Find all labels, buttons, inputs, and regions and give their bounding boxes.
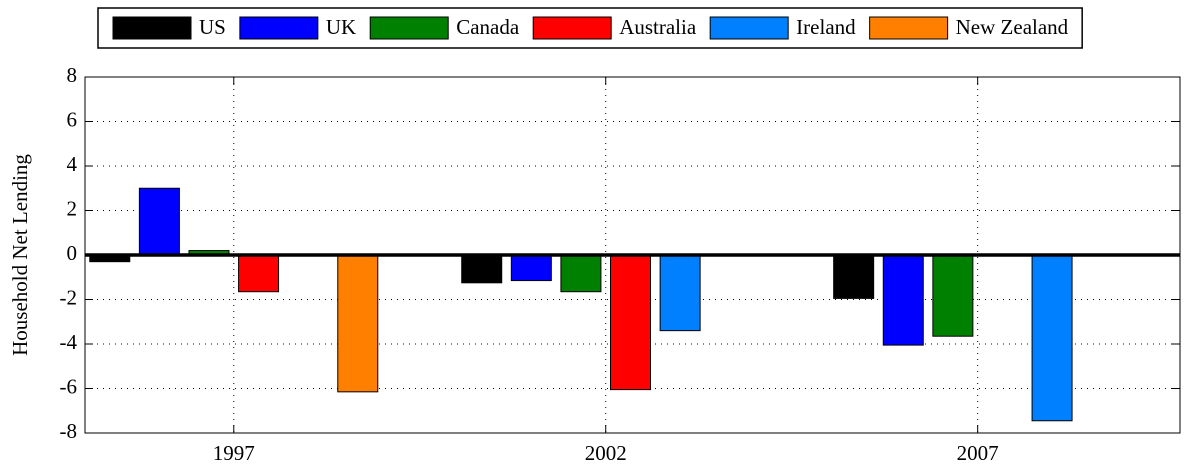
y-tick-label: -2	[60, 285, 78, 309]
bar	[138, 187, 180, 256]
bar	[882, 254, 924, 346]
x-tick-label: 1997	[213, 441, 255, 465]
bar	[659, 254, 701, 332]
bar	[560, 254, 602, 293]
plot-frame	[84, 76, 1181, 434]
y-tick-label: -4	[60, 330, 78, 354]
legend-swatch	[709, 16, 789, 40]
bar	[932, 254, 974, 337]
legend-label: Ireland	[796, 15, 856, 39]
legend-swatch	[869, 16, 949, 40]
legend-label: New Zealand	[956, 15, 1069, 39]
bar	[610, 254, 652, 391]
legend-label: Canada	[456, 15, 520, 39]
y-tick-label: 2	[67, 196, 78, 220]
bar	[238, 254, 280, 293]
legend-swatch	[112, 16, 192, 40]
y-tick-label: 6	[67, 107, 78, 131]
y-axis-label: Household Net Lending	[8, 154, 32, 356]
x-tick-label: 2007	[957, 441, 999, 465]
bar	[1031, 254, 1073, 422]
bar	[337, 254, 379, 393]
y-tick-label: -8	[60, 419, 78, 443]
y-tick-label: -6	[60, 374, 78, 398]
y-tick-label: 8	[67, 63, 78, 87]
legend-swatch	[369, 16, 449, 40]
legend-swatch	[532, 16, 612, 40]
bar	[510, 254, 552, 282]
bar	[833, 254, 875, 299]
y-tick-label: 4	[67, 152, 78, 176]
legend-swatch	[239, 16, 319, 40]
bar	[461, 254, 503, 284]
legend-label: Australia	[619, 15, 697, 39]
x-tick-label: 2002	[585, 441, 627, 465]
legend-label: UK	[326, 15, 356, 39]
legend-label: US	[199, 15, 226, 39]
y-tick-label: 0	[67, 241, 78, 265]
